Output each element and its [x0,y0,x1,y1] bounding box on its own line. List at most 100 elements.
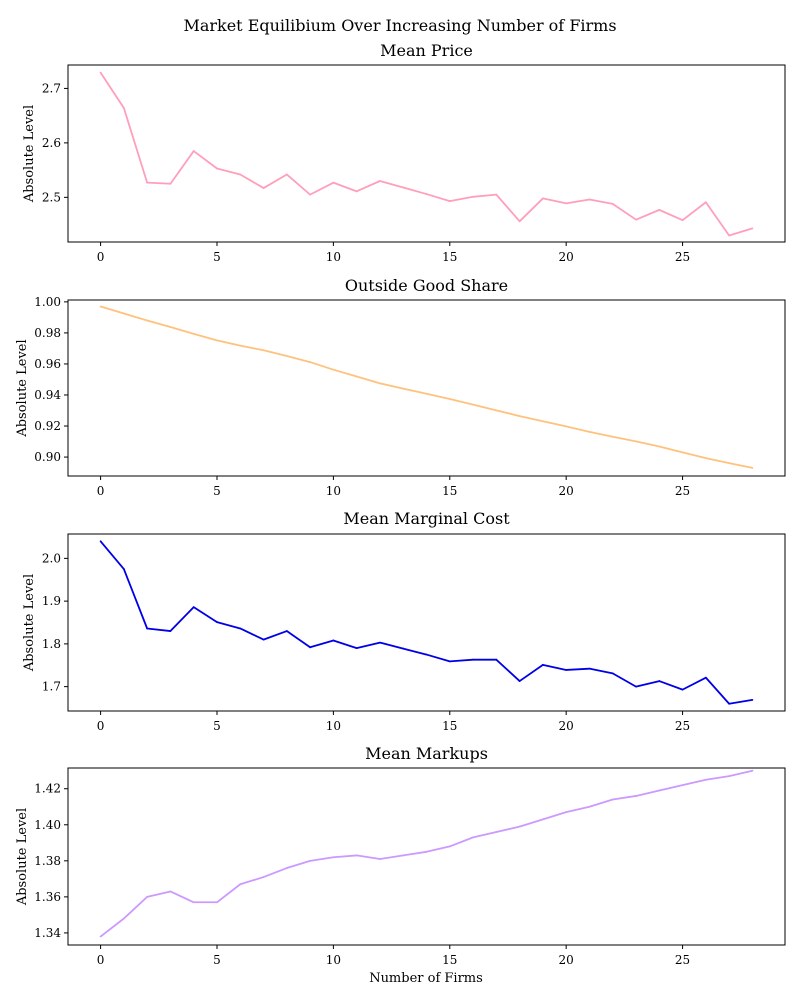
x-tick-label: 20 [559,250,574,264]
x-axis-label: Number of Firms [369,971,483,986]
data-point [239,883,242,886]
data-point [216,621,218,623]
data-point [239,173,242,176]
y-tick-label: 0.90 [34,450,61,464]
data-point [518,415,521,417]
y-tick-label: 1.34 [34,926,61,940]
x-tick-label: 25 [675,953,690,967]
data-point [472,658,474,661]
data-point [379,180,381,182]
x-tick-label: 0 [97,484,105,498]
data-point [472,195,474,198]
data-point [681,219,684,222]
data-point [728,234,731,237]
data-point [448,660,451,663]
axes-frame [67,533,786,712]
data-point [239,627,242,630]
y-tick-label: 0.94 [34,388,61,402]
data-point [448,845,451,848]
y-tick-label: 2.6 [42,136,61,150]
data-point [681,784,684,787]
data-point [565,669,568,671]
y-axis-label: Absolute Level [22,105,37,203]
series-line [100,769,753,938]
data-point [99,540,102,543]
x-tick-label: 25 [675,250,690,264]
data-point [285,630,288,632]
data-point [658,208,661,211]
y-tick-label: 0.92 [34,419,61,433]
data-point [285,867,288,869]
panel-outside-good-share: Outside Good Share Absolute Level 0 5 10 15… [15,276,786,498]
data-point [704,676,707,679]
data-point [379,382,381,385]
x-tick-label: 0 [97,953,105,967]
data-point [122,312,125,315]
data-point [285,355,288,357]
data-point [681,451,684,454]
data-point [658,445,661,448]
y-tick-label: 1.9 [42,594,61,608]
data-point [518,825,521,828]
data-point [728,775,731,778]
x-tick-label: 25 [675,484,690,498]
x-tick-label: 20 [559,953,574,967]
data-point [169,326,172,328]
data-point [472,403,474,406]
figure-title: Market Equilibium Over Increasing Number… [183,16,616,35]
x-tick-label: 10 [326,953,341,967]
data-point [611,435,614,438]
data-point [565,202,568,205]
data-point [541,420,544,423]
data-point [518,220,521,223]
data-point [99,71,102,74]
data-point [146,181,149,184]
data-point [169,182,172,185]
data-point [402,854,405,857]
data-point [448,398,451,400]
series-line [99,540,753,705]
data-point [262,638,265,641]
x-tick-label: 10 [326,719,341,733]
data-point [751,467,754,469]
data-point [704,457,707,460]
data-point [216,901,218,904]
data-point [611,672,614,675]
data-point [122,107,125,109]
data-point [751,227,754,230]
data-point [309,361,312,363]
data-point [402,647,405,650]
x-tick-label: 5 [213,250,221,264]
data-point [355,647,358,650]
panel-mean-markups: Mean Markups Absolute Level 0 5 10 15 20 25 1.… [15,744,786,967]
data-point [588,198,591,201]
data-point [216,167,218,170]
data-point [192,901,195,904]
data-point [355,375,358,378]
data-point [146,627,149,630]
series-line [99,72,753,237]
x-tick-label: 15 [442,250,457,264]
x-tick-label: 15 [442,953,457,967]
data-point [192,606,195,609]
data-point [681,688,684,691]
data-point [588,431,591,433]
series-line [100,305,753,469]
x-tick-label: 10 [326,484,341,498]
data-point [565,425,568,428]
x-tick-label: 0 [97,719,105,733]
data-point [472,836,474,839]
data-point [541,197,544,200]
x-tick-label: 5 [213,719,221,733]
data-point [146,319,149,322]
data-point [402,387,405,390]
data-point [99,935,102,938]
data-point [169,890,172,893]
data-point [658,680,661,682]
data-point [611,798,614,801]
data-point [379,858,381,860]
data-point [588,805,591,808]
y-tick-label: 1.00 [34,295,61,309]
y-tick-label: 1.40 [34,818,61,832]
